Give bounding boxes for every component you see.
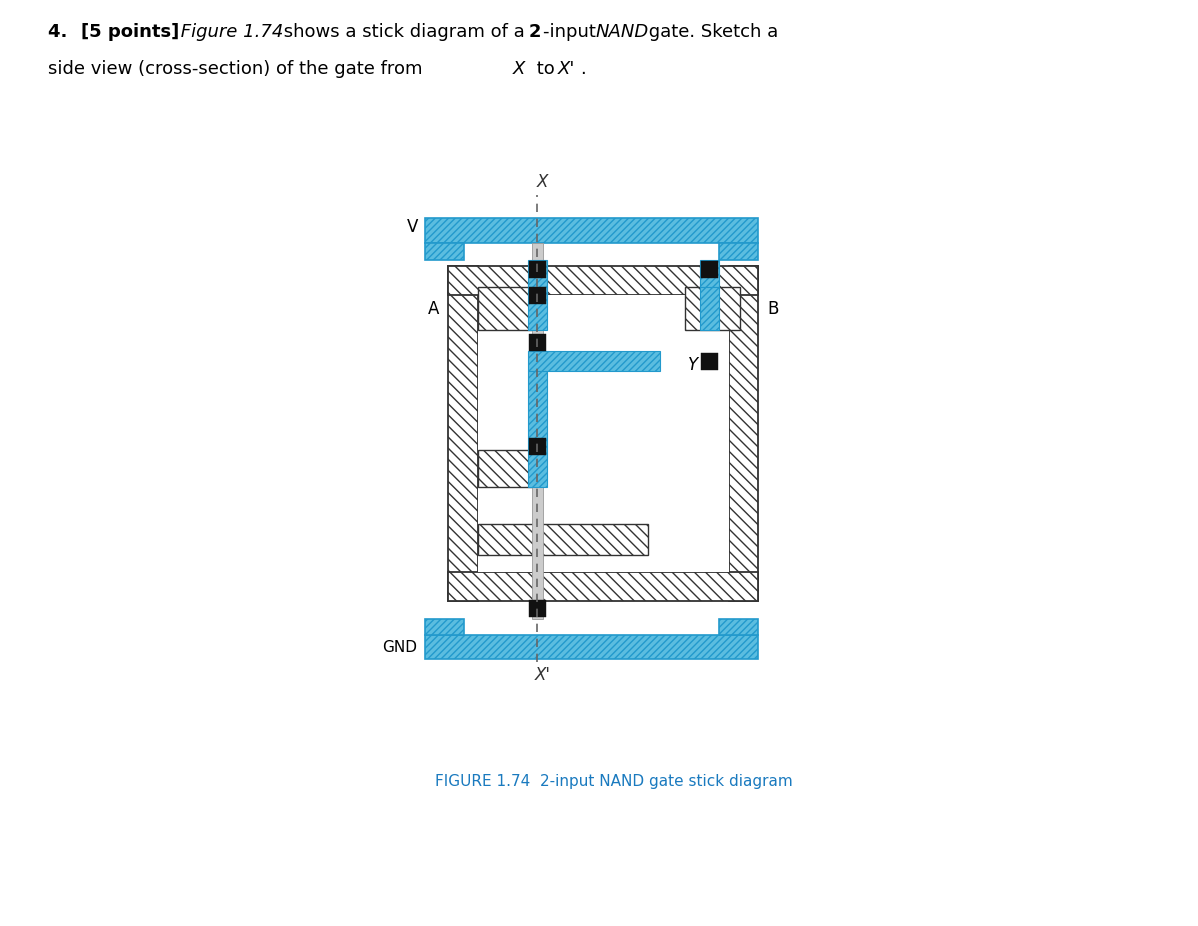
Bar (528, 287, 546, 305)
Bar (528, 351, 660, 371)
Text: NAND: NAND (595, 23, 648, 41)
Text: V: V (407, 219, 418, 236)
Bar (528, 259, 546, 287)
Text: DD: DD (424, 235, 440, 245)
Bar (478, 295, 728, 571)
Bar (728, 266, 758, 601)
Text: shows a stick diagram of a: shows a stick diagram of a (278, 23, 531, 41)
Text: 4.: 4. (48, 23, 73, 41)
Bar (425, 619, 464, 635)
Text: X': X' (534, 667, 551, 684)
Text: B: B (768, 300, 779, 318)
Bar (528, 261, 546, 278)
Text: Y: Y (688, 357, 697, 374)
Text: side view (cross-section) of the gate from: side view (cross-section) of the gate fr… (48, 60, 428, 78)
Text: 2: 2 (528, 23, 540, 41)
Bar (719, 243, 758, 259)
Text: FIGURE 1.74  2-input NAND gate stick diagram: FIGURE 1.74 2-input NAND gate stick diag… (435, 774, 793, 789)
Bar (425, 635, 758, 658)
Text: .: . (580, 60, 586, 78)
Bar (478, 450, 533, 487)
Bar (448, 266, 478, 601)
Text: -input: -input (543, 23, 601, 41)
Bar (528, 334, 546, 351)
Bar (700, 259, 719, 287)
Bar (448, 266, 758, 295)
Bar (532, 243, 543, 619)
Text: X: X (537, 173, 549, 191)
Bar (528, 438, 546, 455)
Text: X': X' (558, 60, 576, 78)
Bar (478, 287, 533, 330)
Bar (425, 219, 758, 243)
Bar (528, 371, 546, 487)
Bar (528, 287, 546, 330)
Text: A: A (428, 300, 438, 318)
Bar (719, 619, 758, 635)
Bar (701, 261, 718, 278)
Bar (448, 571, 758, 601)
Text: [5 points]: [5 points] (81, 23, 180, 41)
Bar (684, 287, 740, 330)
Text: Figure 1.74: Figure 1.74 (175, 23, 283, 41)
Text: X: X (513, 60, 525, 78)
Bar (700, 287, 719, 330)
Text: GND: GND (382, 640, 417, 655)
Bar (528, 600, 546, 617)
Text: gate. Sketch a: gate. Sketch a (643, 23, 779, 41)
Text: to: to (531, 60, 561, 78)
Bar (701, 353, 718, 369)
Bar (448, 266, 758, 601)
Bar (478, 524, 648, 555)
Bar (425, 243, 464, 259)
